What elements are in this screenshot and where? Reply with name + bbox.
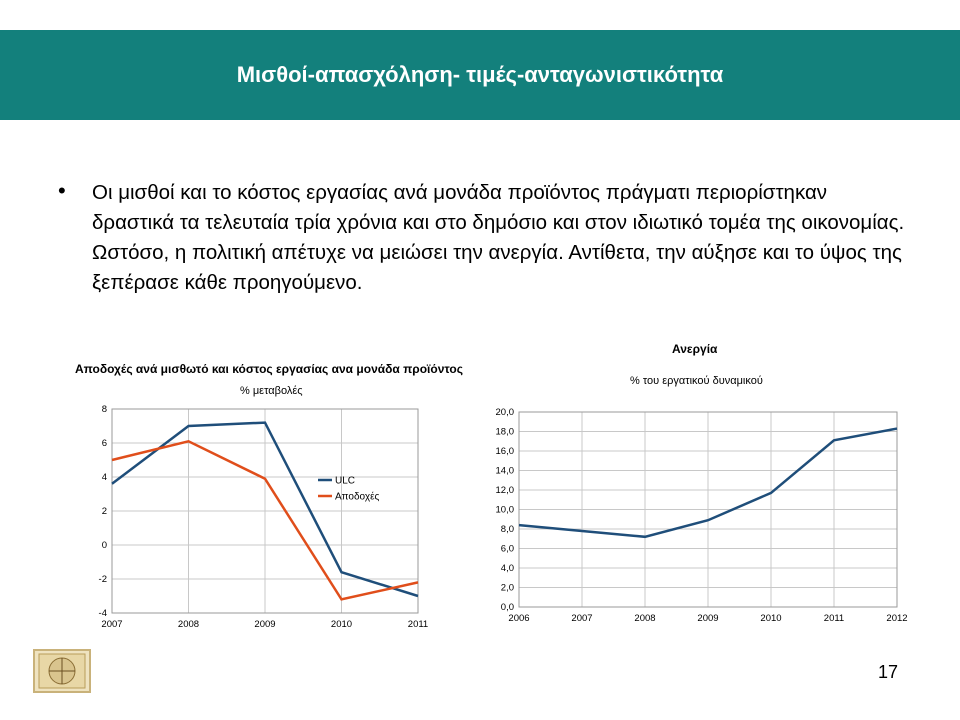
y-tick-label: -2	[99, 574, 107, 585]
bullet-text: Οι μισθοί και το κόστος εργασίας ανά μον…	[92, 181, 905, 294]
y-tick-label: 4	[102, 472, 107, 483]
y-tick-label: 8,0	[501, 524, 514, 535]
x-tick-label: 2010	[331, 619, 352, 630]
y-tick-label: 16,0	[496, 446, 515, 457]
x-tick-label: 2007	[571, 613, 592, 624]
y-tick-label: 2	[102, 506, 107, 517]
x-tick-label: 2011	[824, 613, 844, 624]
y-tick-label: 10,0	[496, 505, 515, 516]
legend-label: Αποδοχές	[335, 491, 380, 503]
y-tick-label: 0	[102, 540, 107, 551]
bullet-icon: •	[58, 178, 66, 203]
x-tick-label: 2008	[178, 619, 199, 630]
y-tick-label: 4,0	[501, 563, 514, 574]
page-number: 17	[878, 662, 899, 682]
y-tick-label: 6	[102, 438, 107, 449]
y-tick-label: -4	[99, 608, 107, 619]
chart1-title: Αποδοχές ανά μισθωτό και κόστος εργασίας…	[75, 362, 463, 376]
y-tick-label: 20,0	[496, 407, 515, 418]
plot-area	[111, 408, 419, 614]
chart2: 0,0 2,0 4,0 6,0 8,0 10,0 12,0 14,0 16,0 18,0 20,0 2…	[496, 407, 908, 624]
y-tick-label: 8	[102, 404, 107, 415]
y-tick-label: 6,0	[501, 544, 514, 555]
logo	[33, 649, 91, 693]
y-tick-label: 0,0	[501, 602, 514, 613]
plot-area	[518, 411, 898, 608]
chart1-subtitle: % μεταβολές	[240, 385, 303, 397]
x-tick-label: 2007	[101, 619, 122, 630]
chart2-subtitle: % του εργατικού δυναμικού	[630, 375, 763, 387]
y-tick-label: 12,0	[496, 485, 515, 496]
x-tick-label: 2009	[254, 619, 275, 630]
x-tick-label: 2006	[508, 613, 529, 624]
y-tick-label: 2,0	[501, 583, 514, 594]
series-line-2	[111, 439, 419, 601]
x-tick-label: 2011	[408, 619, 428, 630]
series-line-1	[111, 421, 419, 598]
iobe-logo-icon	[38, 653, 86, 689]
x-tick-label: 2008	[634, 613, 655, 624]
chart2-title: Ανεργία	[672, 342, 718, 356]
x-tick-label: 2012	[886, 613, 907, 624]
header-bar	[0, 30, 960, 120]
x-tick-label: 2009	[697, 613, 718, 624]
series-line-1	[518, 427, 898, 539]
y-tick-label: 18,0	[496, 427, 515, 438]
chart1: -4 -2 0 2 4 6 8 2007 2008 2009 2010 2011 ULC Αποδοχές	[99, 404, 429, 630]
legend-label: ULC	[335, 476, 355, 487]
x-tick-label: 2010	[760, 613, 781, 624]
slide-title: Μισθοί-απασχόληση- τιμές-ανταγωνιστικότη…	[236, 62, 724, 87]
y-tick-label: 14,0	[496, 466, 515, 477]
